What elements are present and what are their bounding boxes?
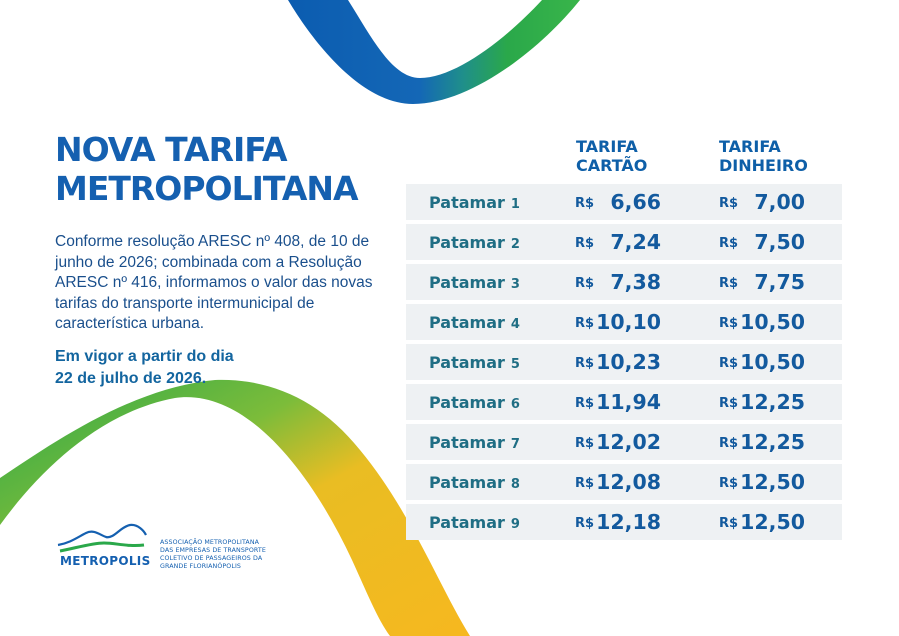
patamar-number: 7 bbox=[510, 437, 520, 452]
association-name: ASSOCIAÇÃO METROPOLITANA DAS EMPRESAS DE… bbox=[160, 539, 310, 571]
currency-dinheiro: R$ bbox=[719, 356, 739, 371]
table-row: Patamar 8 R$ 12,08 R$ 12,50 bbox=[406, 464, 842, 500]
table-row: Patamar 9 R$ 12,18 R$ 12,50 bbox=[406, 504, 842, 540]
fare-dinheiro: 12,50 bbox=[740, 510, 805, 534]
association-line-3: COLETIVO DE PASSAGEIROS DA bbox=[160, 555, 263, 562]
fare-cartao: 10,23 bbox=[596, 350, 661, 374]
table-row: Patamar 1 R$ 6,66 R$ 7,00 bbox=[406, 184, 842, 220]
patamar-text: Patamar bbox=[429, 513, 505, 532]
currency-cartao: R$ bbox=[575, 236, 595, 251]
currency-cartao: R$ bbox=[575, 276, 595, 291]
fare-dinheiro: 7,75 bbox=[754, 270, 805, 294]
effective-date-line-2: 22 de julho de 2026. bbox=[55, 370, 207, 387]
patamar-number: 2 bbox=[510, 237, 520, 252]
currency-dinheiro: R$ bbox=[719, 476, 739, 491]
patamar-label: Patamar 4 bbox=[429, 304, 520, 344]
currency-cartao: R$ bbox=[575, 436, 595, 451]
patamar-text: Patamar bbox=[429, 313, 505, 332]
patamar-text: Patamar bbox=[429, 273, 505, 292]
patamar-number: 1 bbox=[510, 197, 520, 212]
page-title: NOVA TARIFA METROPOLITANA bbox=[55, 130, 359, 208]
patamar-number: 8 bbox=[510, 477, 520, 492]
header-dinheiro-line-1: TARIFA bbox=[719, 137, 781, 156]
currency-dinheiro: R$ bbox=[719, 436, 739, 451]
title-line-1: NOVA TARIFA bbox=[55, 130, 288, 169]
currency-dinheiro: R$ bbox=[719, 316, 739, 331]
fare-cartao: 12,08 bbox=[596, 470, 661, 494]
header-cartao-line-1: TARIFA bbox=[576, 137, 638, 156]
fare-dinheiro: 7,00 bbox=[754, 190, 805, 214]
fare-cartao: 12,02 bbox=[596, 430, 661, 454]
patamar-number: 6 bbox=[510, 397, 520, 412]
table-row: Patamar 5 R$ 10,23 R$ 10,50 bbox=[406, 344, 842, 380]
currency-cartao: R$ bbox=[575, 196, 595, 211]
currency-cartao: R$ bbox=[575, 356, 595, 371]
patamar-label: Patamar 1 bbox=[429, 184, 520, 224]
header-tarifa-cartao: TARIFA CARTÃO bbox=[576, 137, 647, 175]
fare-dinheiro: 7,50 bbox=[754, 230, 805, 254]
patamar-label: Patamar 2 bbox=[429, 224, 520, 264]
table-row: Patamar 7 R$ 12,02 R$ 12,25 bbox=[406, 424, 842, 460]
patamar-text: Patamar bbox=[429, 393, 505, 412]
fare-dinheiro: 10,50 bbox=[740, 310, 805, 334]
fare-dinheiro: 12,25 bbox=[740, 390, 805, 414]
patamar-number: 9 bbox=[510, 517, 520, 532]
patamar-number: 5 bbox=[510, 357, 520, 372]
patamar-number: 4 bbox=[510, 317, 520, 332]
currency-dinheiro: R$ bbox=[719, 396, 739, 411]
currency-dinheiro: R$ bbox=[719, 516, 739, 531]
currency-cartao: R$ bbox=[575, 476, 595, 491]
fare-cartao: 11,94 bbox=[596, 390, 661, 414]
table-row: Patamar 4 R$ 10,10 R$ 10,50 bbox=[406, 304, 842, 340]
patamar-label: Patamar 5 bbox=[429, 344, 520, 384]
fare-dinheiro: 10,50 bbox=[740, 350, 805, 374]
fare-cartao: 12,18 bbox=[596, 510, 661, 534]
top-ribbon bbox=[288, 0, 580, 104]
patamar-text: Patamar bbox=[429, 233, 505, 252]
patamar-label: Patamar 3 bbox=[429, 264, 520, 304]
effective-date-line-1: Em vigor a partir do dia bbox=[55, 348, 234, 365]
patamar-number: 3 bbox=[510, 277, 520, 292]
header-cartao-line-2: CARTÃO bbox=[576, 156, 648, 175]
association-line-2: DAS EMPRESAS DE TRANSPORTE bbox=[160, 547, 266, 554]
association-line-1: ASSOCIAÇÃO METROPOLITANA bbox=[160, 539, 260, 546]
fare-table: Patamar 1 R$ 6,66 R$ 7,00 Patamar 2 R$ 7,24 R$ 7,50… bbox=[406, 184, 842, 544]
fare-dinheiro: 12,25 bbox=[740, 430, 805, 454]
association-line-4: GRANDE FLORIANÓPOLIS bbox=[160, 563, 242, 570]
patamar-label: Patamar 6 bbox=[429, 384, 520, 424]
fare-cartao: 7,38 bbox=[610, 270, 661, 294]
table-row: Patamar 6 R$ 11,94 R$ 12,25 bbox=[406, 384, 842, 420]
patamar-text: Patamar bbox=[429, 193, 505, 212]
patamar-text: Patamar bbox=[429, 473, 505, 492]
patamar-label: Patamar 8 bbox=[429, 464, 520, 504]
metropolis-logo-icon bbox=[57, 523, 147, 553]
logo-name: METROPOLIS bbox=[60, 554, 151, 568]
fare-dinheiro: 12,50 bbox=[740, 470, 805, 494]
currency-dinheiro: R$ bbox=[719, 196, 739, 211]
bottom-ribbon bbox=[0, 379, 470, 636]
table-row: Patamar 3 R$ 7,38 R$ 7,75 bbox=[406, 264, 842, 300]
effective-date-note: Em vigor a partir do dia 22 de julho de … bbox=[55, 346, 375, 390]
table-row: Patamar 2 R$ 7,24 R$ 7,50 bbox=[406, 224, 842, 260]
patamar-label: Patamar 7 bbox=[429, 424, 520, 464]
fare-cartao: 6,66 bbox=[610, 190, 661, 214]
patamar-label: Patamar 9 bbox=[429, 504, 520, 544]
header-tarifa-dinheiro: TARIFA DINHEIRO bbox=[719, 137, 808, 175]
patamar-text: Patamar bbox=[429, 433, 505, 452]
title-line-2: METROPOLITANA bbox=[55, 169, 359, 208]
resolution-description: Conforme resolução ARESC nº 408, de 10 d… bbox=[55, 233, 373, 332]
header-dinheiro-line-2: DINHEIRO bbox=[719, 156, 808, 175]
fare-cartao: 10,10 bbox=[596, 310, 661, 334]
currency-dinheiro: R$ bbox=[719, 236, 739, 251]
currency-cartao: R$ bbox=[575, 316, 595, 331]
fare-cartao: 7,24 bbox=[610, 230, 661, 254]
currency-cartao: R$ bbox=[575, 396, 595, 411]
currency-cartao: R$ bbox=[575, 516, 595, 531]
currency-dinheiro: R$ bbox=[719, 276, 739, 291]
patamar-text: Patamar bbox=[429, 353, 505, 372]
